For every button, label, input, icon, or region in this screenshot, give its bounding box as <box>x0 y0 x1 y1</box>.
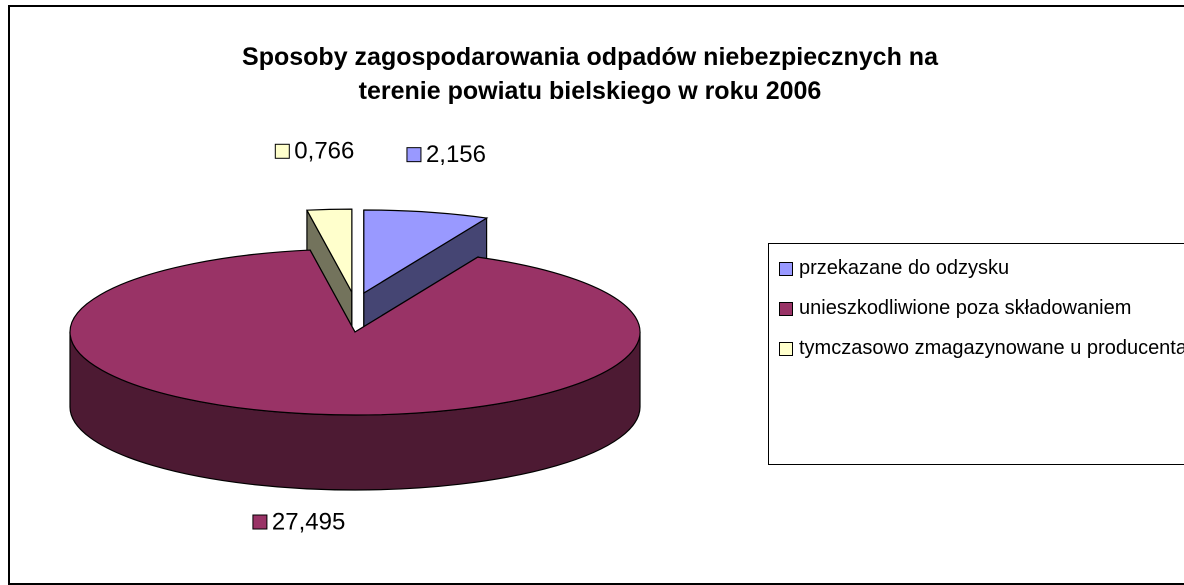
legend-item: przekazane do odzysku <box>779 254 1184 282</box>
data-label-swatch <box>252 514 268 530</box>
slice <box>69 249 641 491</box>
title-box: Sposoby zagospodarowania odpadów niebezp… <box>242 43 938 105</box>
slice-top <box>69 249 641 416</box>
chart-title: Sposoby zagospodarowania odpadów niebezp… <box>242 43 938 105</box>
legend-swatch <box>779 262 793 276</box>
legend-label: unieszkodliwione poza składowaniem <box>799 297 1132 319</box>
legend-item: tymczasowo zmagazynowane u producenta <box>779 334 1184 362</box>
legend-swatch <box>779 302 793 316</box>
data-label: 27,495 <box>272 508 345 535</box>
data-label: 0,766 <box>294 138 354 165</box>
legend-swatch <box>779 342 793 356</box>
legend-label: tymczasowo zmagazynowane u producenta <box>799 337 1184 359</box>
legend: przekazane do odzysku unieszkodliwione po… <box>768 243 1184 465</box>
data-label: 2,156 <box>426 141 486 168</box>
data-label-swatch <box>406 147 422 163</box>
data-label-swatch <box>274 143 290 159</box>
slice-top <box>305 208 353 293</box>
legend-item: unieszkodliwione poza składowaniem <box>779 294 1184 322</box>
slice-top <box>363 209 489 295</box>
legend-label: przekazane do odzysku <box>799 257 1010 279</box>
